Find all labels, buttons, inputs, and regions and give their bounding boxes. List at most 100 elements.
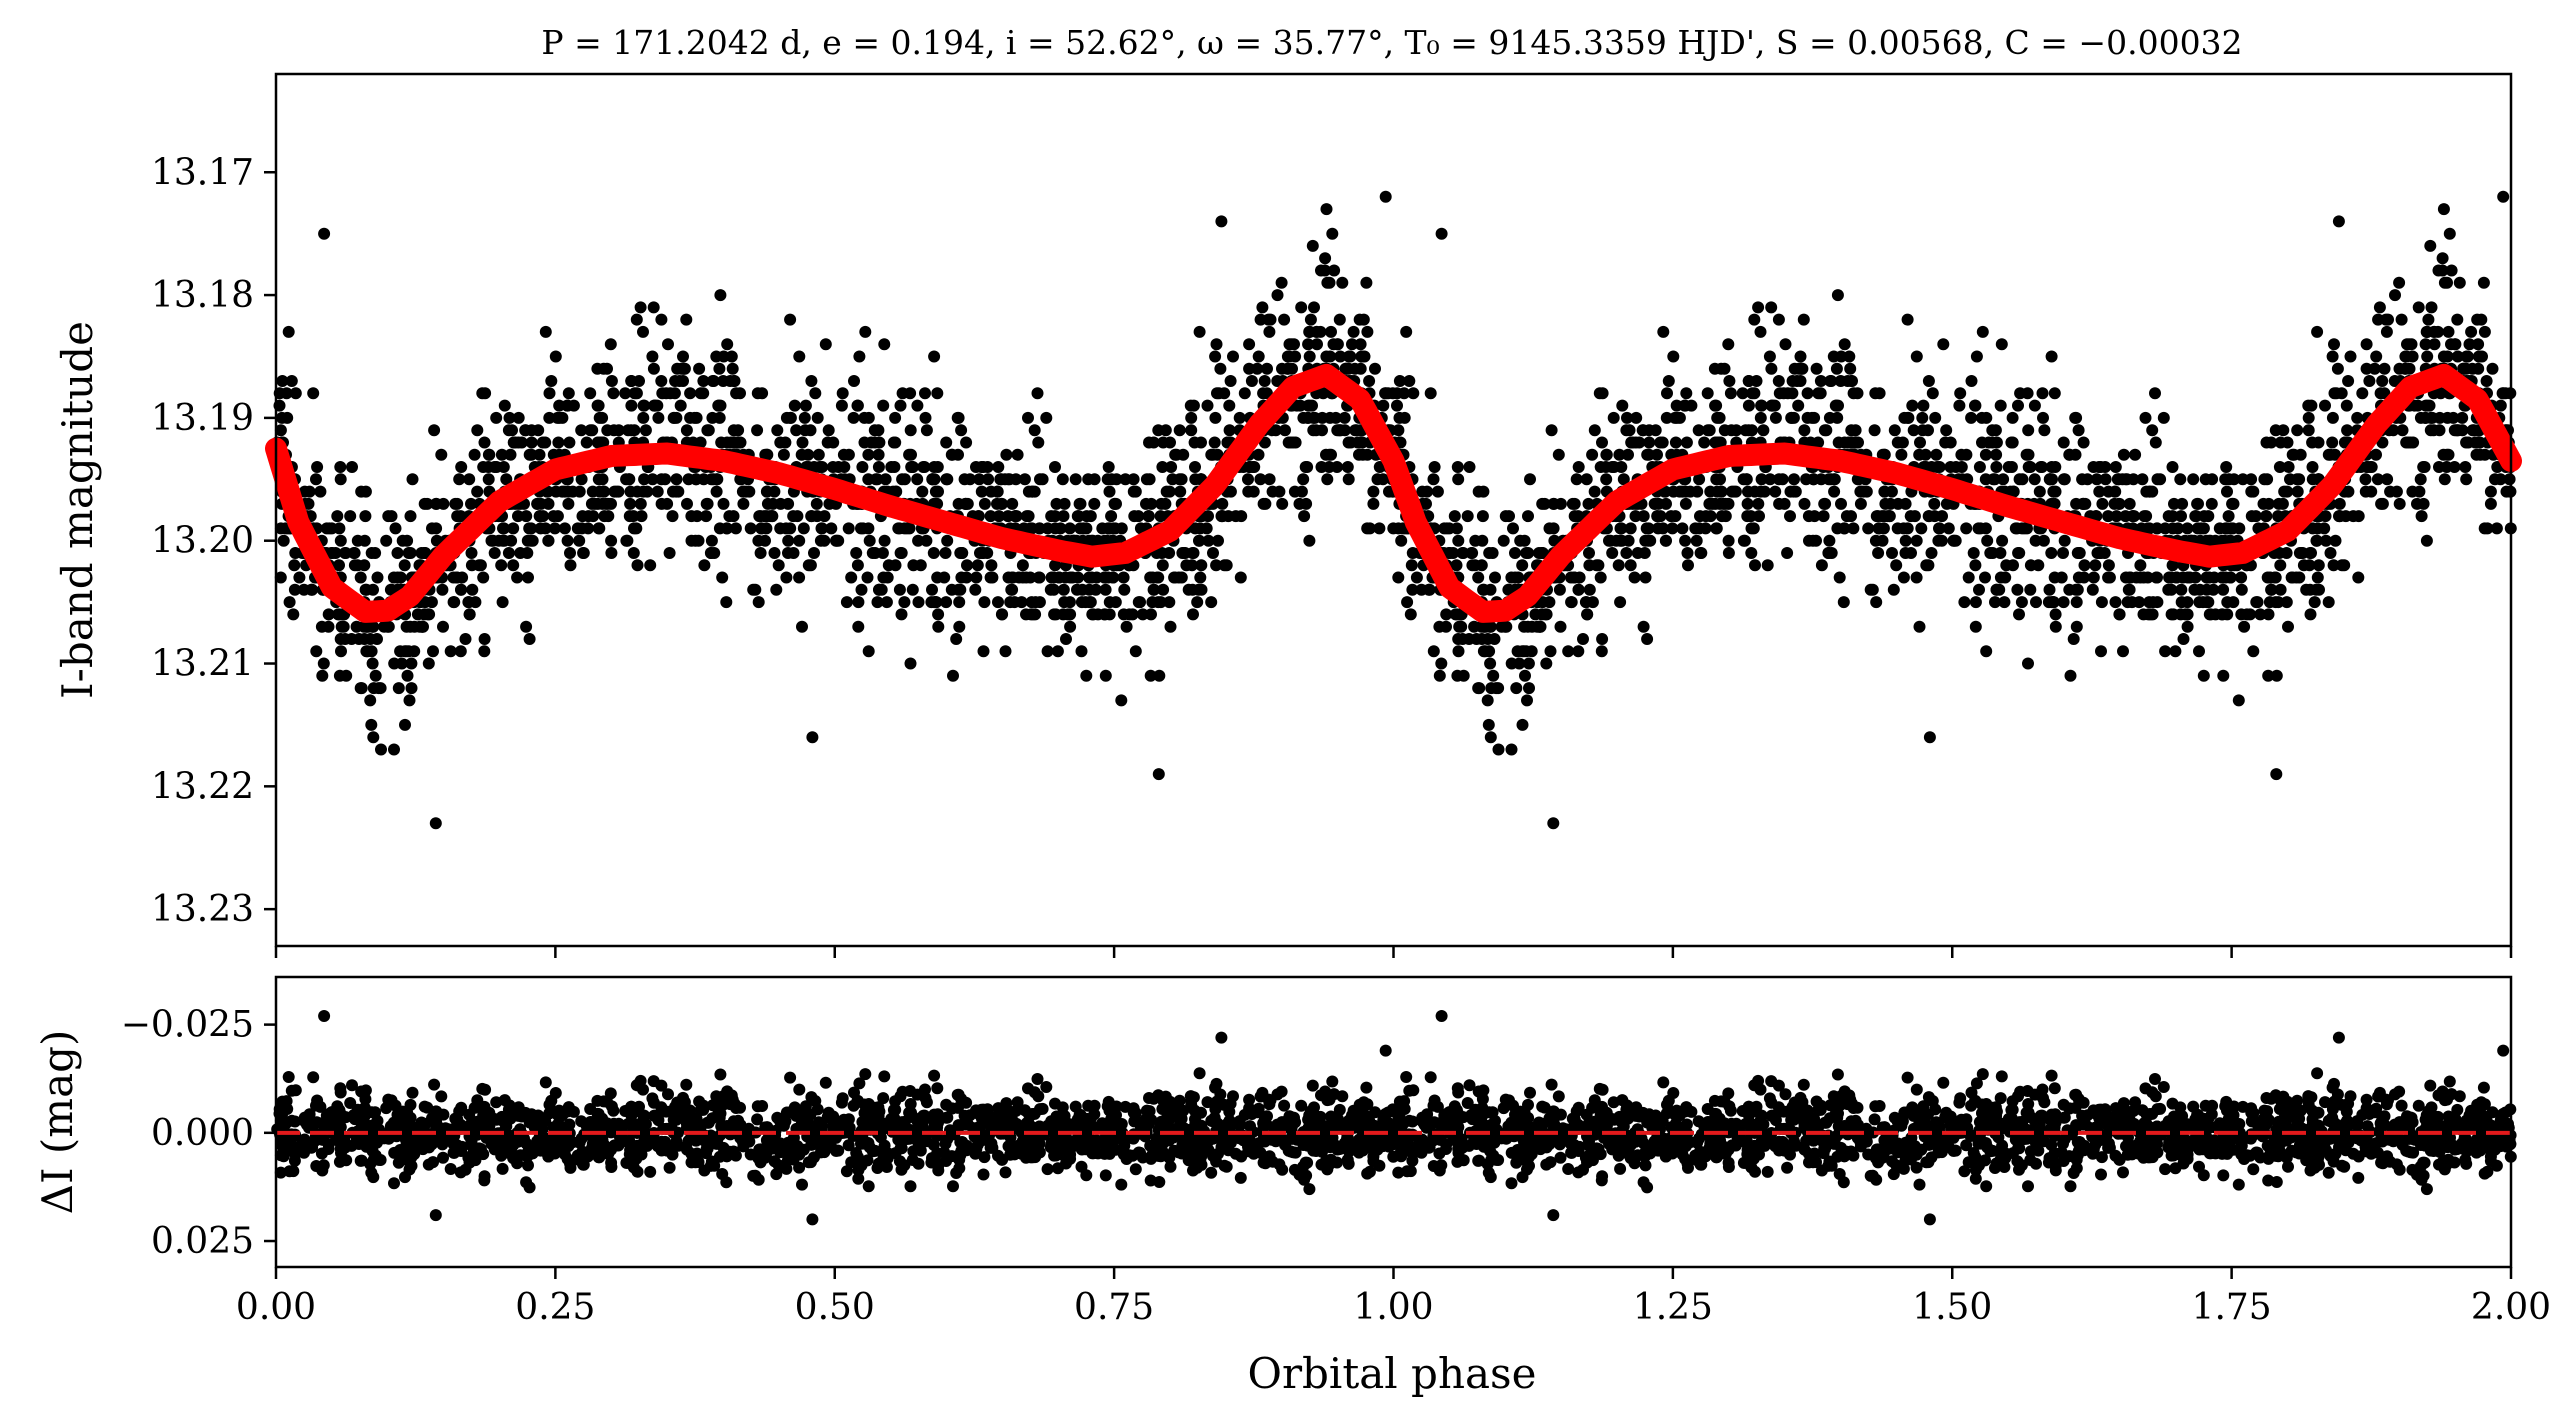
data-point <box>1083 571 1096 584</box>
data-point <box>2045 350 2058 363</box>
outlier-point <box>806 731 819 744</box>
data-point <box>1049 608 1062 621</box>
residual-point <box>862 1180 875 1193</box>
data-point <box>303 485 316 498</box>
data-point <box>2165 583 2178 596</box>
data-point <box>522 571 534 584</box>
data-point <box>2205 497 2218 510</box>
residual-point <box>289 1084 302 1097</box>
outlier-point <box>1379 190 1392 203</box>
data-point <box>2277 424 2290 437</box>
data-point <box>345 633 358 645</box>
data-point <box>799 399 812 412</box>
residual-point <box>496 1162 509 1175</box>
data-point <box>1657 325 1670 338</box>
data-point <box>2437 350 2450 363</box>
data-point <box>2282 461 2295 473</box>
data-point <box>1096 522 1109 535</box>
data-point <box>1930 448 1943 461</box>
data-point <box>1801 387 1814 400</box>
data-point <box>1266 485 1279 498</box>
data-point <box>1306 399 1318 412</box>
data-point <box>351 534 364 547</box>
data-point <box>1120 620 1133 633</box>
data-point <box>521 547 534 559</box>
data-point <box>651 485 664 498</box>
data-point <box>1406 583 1419 596</box>
data-point <box>307 387 320 400</box>
data-point <box>2270 669 2283 682</box>
data-point <box>1331 338 1344 351</box>
data-point <box>2311 325 2324 338</box>
data-point <box>509 436 522 449</box>
data-point <box>417 620 429 633</box>
data-point <box>1581 608 1594 621</box>
data-point <box>1340 362 1353 375</box>
data-point <box>938 571 951 584</box>
data-point <box>567 399 580 412</box>
data-point <box>1659 534 1672 547</box>
data-point <box>2079 497 2092 510</box>
data-point <box>1311 338 1323 351</box>
data-point <box>1192 583 1205 596</box>
data-point <box>1483 547 1496 559</box>
data-point <box>856 461 869 473</box>
data-point <box>1064 620 1077 633</box>
data-point <box>1583 583 1596 596</box>
data-point <box>2028 473 2041 486</box>
residual-point <box>904 1180 917 1193</box>
data-point <box>2264 571 2277 584</box>
data-point <box>927 547 940 559</box>
data-point <box>1680 436 1693 449</box>
data-point <box>289 387 302 400</box>
data-point <box>667 485 679 498</box>
data-point <box>1505 743 1518 756</box>
residual-point <box>1797 1078 1810 1091</box>
data-point <box>1572 645 1585 658</box>
data-point <box>455 461 468 473</box>
data-point <box>1320 350 1333 363</box>
data-point <box>1628 571 1641 584</box>
data-point <box>495 559 508 572</box>
data-point <box>1748 485 1761 498</box>
data-point <box>978 497 991 510</box>
data-point <box>2162 510 2175 523</box>
data-point <box>739 485 752 498</box>
data-point <box>2494 399 2507 412</box>
data-point <box>2163 571 2176 584</box>
data-point <box>862 448 875 461</box>
data-point <box>1910 534 1923 547</box>
data-point <box>623 473 636 486</box>
data-point <box>367 583 379 596</box>
data-point <box>1758 485 1771 498</box>
data-point <box>2102 559 2115 572</box>
data-point <box>1248 461 1261 473</box>
data-point <box>1008 596 1021 609</box>
data-point <box>861 571 874 584</box>
data-point <box>2146 424 2159 437</box>
data-point <box>973 473 986 486</box>
data-point <box>1792 399 1805 412</box>
data-point <box>705 534 718 547</box>
data-point <box>2254 608 2267 621</box>
data-point <box>1665 510 1678 523</box>
data-point <box>796 436 809 449</box>
data-point <box>812 448 825 461</box>
data-point <box>1513 657 1526 670</box>
data-point <box>1058 497 1071 510</box>
data-point <box>904 424 917 437</box>
data-point <box>2466 424 2479 437</box>
data-point <box>549 350 562 363</box>
data-point <box>354 682 367 695</box>
data-point <box>732 424 745 437</box>
data-point <box>848 375 860 387</box>
data-point <box>1698 436 1711 449</box>
data-point <box>465 547 478 559</box>
data-point <box>607 387 620 400</box>
data-point <box>1155 497 1168 510</box>
data-point <box>1357 313 1370 326</box>
data-point <box>1849 436 1862 449</box>
data-point <box>1710 522 1723 535</box>
residual-point <box>793 1083 806 1096</box>
data-point <box>759 534 771 547</box>
